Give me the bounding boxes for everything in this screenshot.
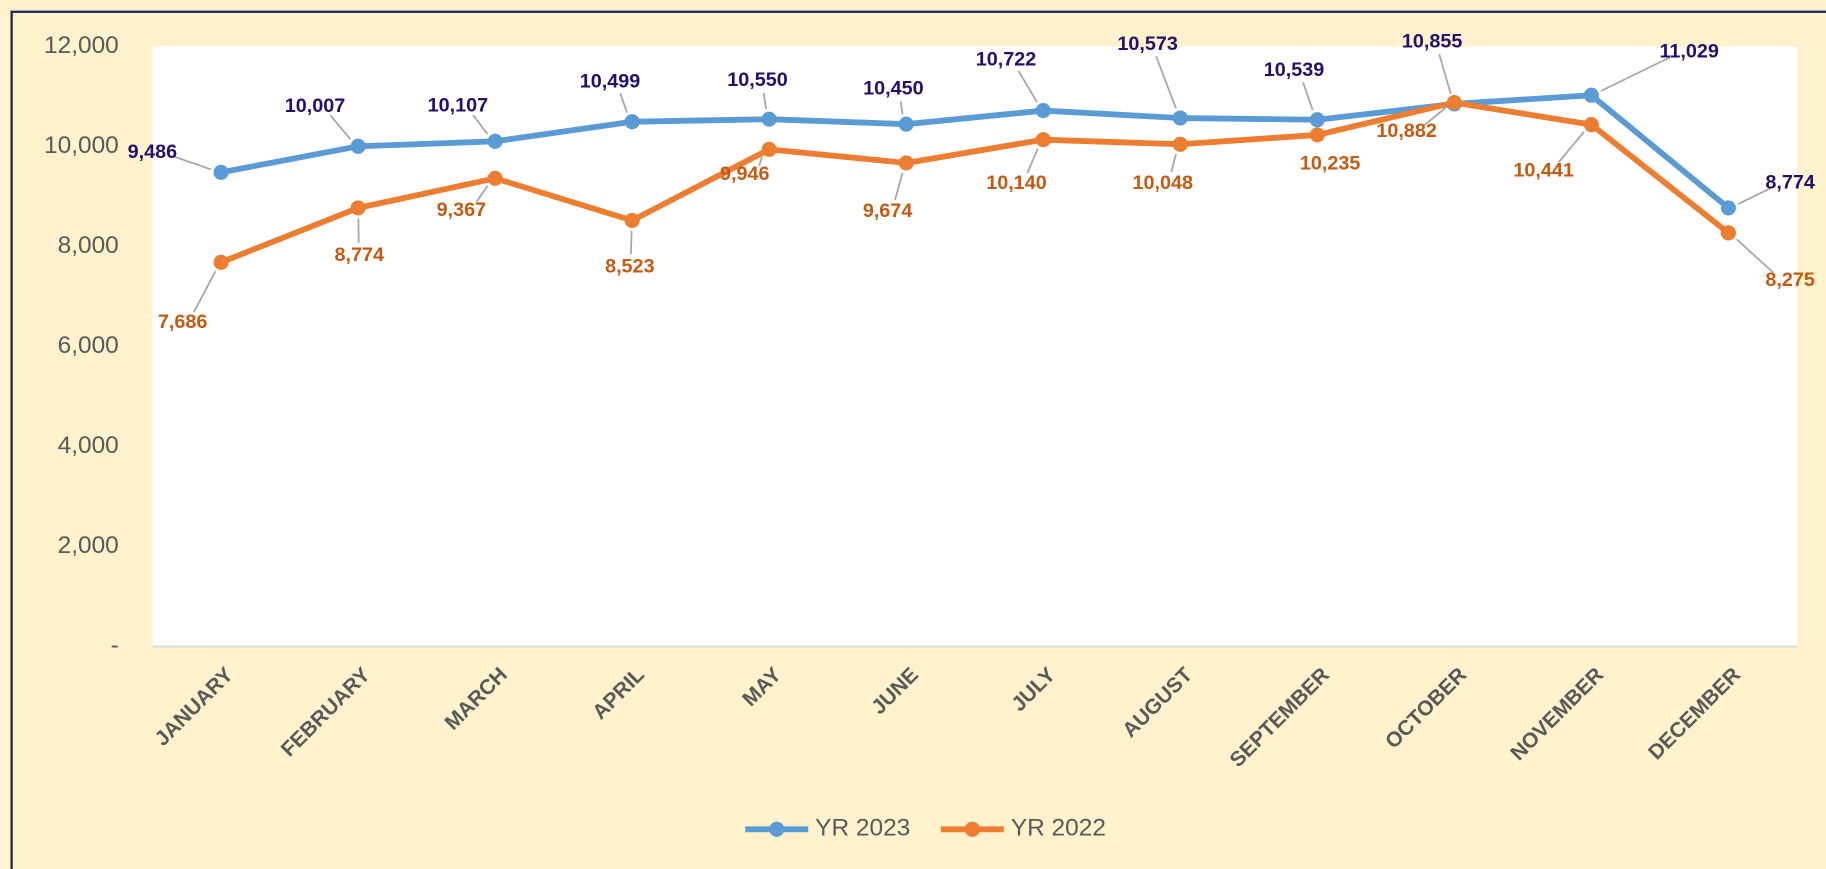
data-label: 10,140 — [986, 172, 1047, 194]
data-label: 10,499 — [580, 70, 641, 92]
plot-area — [152, 46, 1797, 647]
leader-line — [1438, 54, 1452, 95]
leader-line — [1155, 56, 1177, 109]
data-point — [898, 116, 914, 132]
legend-marker — [964, 821, 980, 837]
data-point — [624, 114, 640, 130]
data-label: 10,107 — [428, 95, 489, 117]
leader-line — [472, 114, 489, 135]
data-label: 8,774 — [1765, 172, 1815, 194]
series-line — [220, 92, 1731, 211]
data-label: 7,686 — [158, 311, 208, 333]
data-label: 9,486 — [128, 141, 178, 163]
data-point — [1309, 127, 1325, 143]
data-label: 8,774 — [335, 244, 385, 266]
data-label: 10,539 — [1264, 59, 1325, 81]
leader-line — [1170, 153, 1177, 173]
data-point — [1035, 132, 1051, 148]
y-tick-label: 8,000 — [58, 232, 119, 259]
data-point — [487, 170, 503, 186]
data-label: 10,235 — [1300, 152, 1361, 174]
leader-line — [758, 156, 763, 166]
data-point — [1309, 112, 1325, 128]
data-label: 10,441 — [1513, 159, 1574, 181]
data-point — [1035, 103, 1051, 119]
y-tick-label: 6,000 — [58, 332, 119, 359]
data-point — [624, 212, 640, 229]
data-point — [1446, 95, 1462, 111]
y-tick-label: 10,000 — [44, 132, 119, 159]
leader-line — [1423, 107, 1446, 126]
data-point — [898, 155, 914, 171]
data-label: 8,275 — [1765, 269, 1815, 291]
leader-line — [762, 92, 768, 110]
data-point — [761, 111, 777, 127]
data-point — [761, 141, 777, 157]
leader-line — [1017, 70, 1038, 103]
data-point — [213, 164, 229, 180]
data-point — [350, 200, 366, 216]
leader-line — [1737, 187, 1771, 205]
data-label: 9,674 — [863, 200, 913, 222]
data-label: 10,882 — [1376, 120, 1437, 142]
y-tick-label: - — [111, 632, 119, 659]
data-label: 9,367 — [437, 199, 487, 221]
data-label: 10,450 — [863, 77, 924, 99]
legend-item: YR 2023 — [745, 815, 910, 842]
data-label: 9,946 — [720, 163, 770, 185]
leader-line — [329, 114, 352, 140]
leader-line — [475, 185, 489, 203]
y-tick-label: 12,000 — [44, 32, 119, 59]
data-point — [1583, 87, 1599, 103]
y-tick-label: 4,000 — [58, 432, 119, 459]
data-label: 11,029 — [1659, 40, 1718, 62]
data-point — [1583, 117, 1599, 133]
data-point — [1172, 136, 1188, 152]
leader-line — [193, 270, 217, 313]
series-line — [219, 99, 1731, 266]
leader-line — [1736, 238, 1775, 274]
y-tick-label: 2,000 — [58, 532, 119, 559]
leader-line — [619, 93, 628, 113]
leader-line — [1302, 82, 1314, 111]
data-label: 10,855 — [1402, 30, 1463, 52]
leader-line — [899, 101, 904, 115]
data-label: 8,523 — [605, 255, 655, 277]
legend-label: YR 2023 — [815, 815, 910, 842]
leader-line — [629, 230, 633, 255]
data-point — [1172, 110, 1188, 126]
data-point — [1720, 200, 1736, 216]
leader-line — [172, 155, 212, 171]
leader-line — [1026, 148, 1039, 174]
legend-marker — [769, 821, 785, 837]
data-label: 10,573 — [1117, 33, 1178, 55]
data-point — [1720, 225, 1736, 241]
leader-line — [1600, 56, 1671, 92]
data-label: 10,722 — [976, 49, 1037, 71]
data-point — [487, 133, 503, 149]
data-point — [213, 254, 229, 270]
leader-line — [894, 172, 904, 201]
data-label: 10,007 — [285, 95, 346, 117]
legend-item: YR 2022 — [940, 815, 1106, 842]
data-label: 10,550 — [727, 69, 788, 91]
data-label: 10,048 — [1133, 172, 1194, 194]
leader-line — [1557, 131, 1585, 163]
legend-label: YR 2022 — [1011, 815, 1106, 842]
data-point — [350, 138, 366, 154]
